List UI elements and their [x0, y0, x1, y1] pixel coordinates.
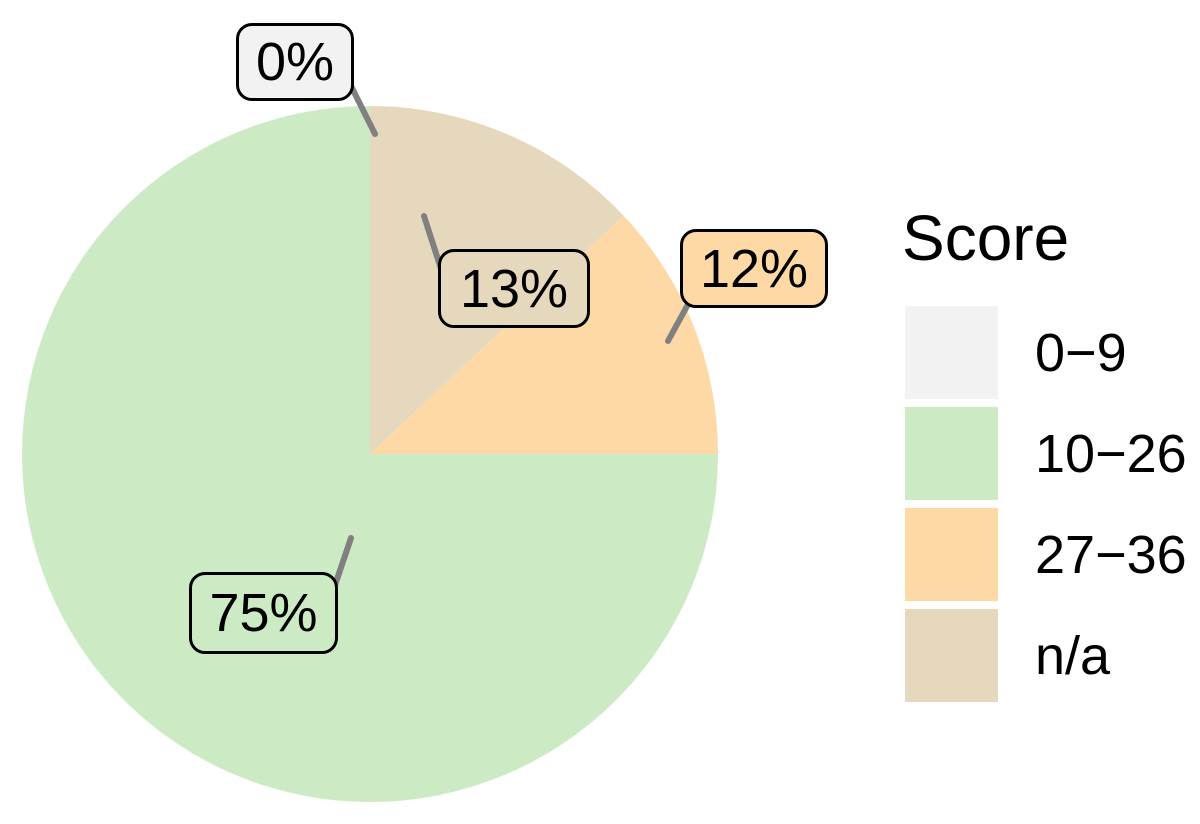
pie-slice-27−36 [370, 215, 718, 454]
pie-label-10-26: 75% [189, 572, 338, 654]
pie-label-0-9: 0% [236, 23, 354, 101]
legend-swatch-27-36 [905, 508, 998, 601]
pie-slices [22, 106, 718, 802]
legend-swatch-0-9 [905, 306, 998, 399]
legend-label-0-9: 0−9 [1035, 322, 1127, 383]
legend-item-27-36: 27−36 [900, 508, 1187, 601]
pie-label-27-36: 12% [680, 229, 828, 308]
legend-swatch-na [905, 609, 998, 702]
legend-label-10-26: 10−26 [1035, 423, 1187, 484]
pie-label-na: 13% [438, 249, 590, 328]
legend-label-27-36: 27−36 [1035, 524, 1187, 585]
legend: Score 0−9 10−26 27−36 n/a [900, 206, 1187, 710]
legend-item-0-9: 0−9 [900, 306, 1187, 399]
legend-title: Score [902, 202, 1070, 274]
legend-item-na: n/a [900, 609, 1187, 702]
legend-item-10-26: 10−26 [900, 407, 1187, 500]
legend-swatch-10-26 [905, 407, 998, 500]
legend-label-na: n/a [1035, 625, 1111, 686]
